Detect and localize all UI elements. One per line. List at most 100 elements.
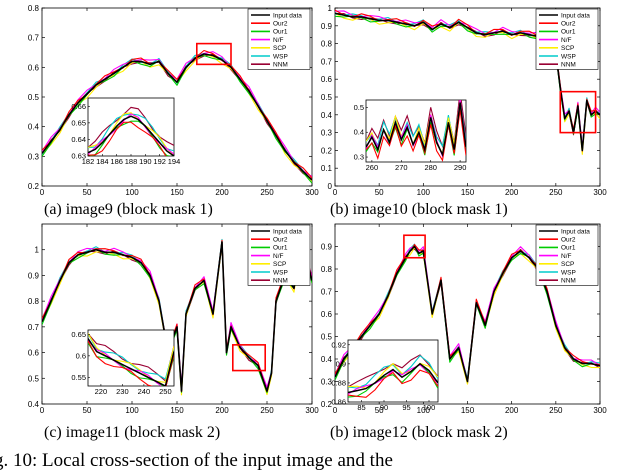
panel-caption: (a) image9 (block mask 1) [44,201,213,218]
inset-y-tick-label: 0.9 [336,359,346,368]
legend-label: WSP [273,53,288,60]
y-tick-label: 0.4 [321,355,333,364]
y-tick-label: 0.8 [28,4,40,13]
y-tick-label: 1 [328,4,333,13]
legend-label: NNM [561,62,576,69]
x-tick-label: 0 [333,406,338,415]
inset-x-tick-label: 100 [423,403,436,412]
y-tick-label: 0.7 [321,288,333,297]
y-tick-label: 0.9 [321,243,333,252]
inset-series-line [89,120,172,156]
inset-series-line [88,340,174,386]
x-tick-label: 100 [125,188,139,197]
series-line-input-data [42,53,312,181]
zoom-inset: 220 230 240 250 0.55 0.6 0.65 [71,329,175,396]
inset-series-line [88,339,174,386]
series-lines [335,9,600,155]
panel-caption: (b) image10 (block mask 1) [330,201,508,218]
legend-label: NNM [273,62,288,69]
inset-y-tick-label: 0.86 [331,398,346,407]
y-tick-label: 0.6 [28,63,40,72]
legend-label: Input data [273,12,302,19]
inset-series-line [88,121,167,156]
legend-label: Our2 [273,237,288,244]
legend-label: Our2 [561,237,576,244]
y-tick-label: 0.5 [321,93,333,102]
legend-label: N/F [273,37,284,44]
y-tick-label: 0.9 [28,271,40,280]
y-tick-label: 0.5 [321,333,333,342]
y-tick-label: 0.6 [321,75,333,84]
y-tick-label: 0.7 [321,57,333,66]
inset-y-tick-label: 0.92 [331,340,346,349]
zoom-inset: 182 184 186 188 190 192 194 0.63 0.64 0.65 0.66 [71,97,180,166]
inset-x-tick-label: 85 [357,403,365,412]
y-tick-label: 0.4 [28,400,40,409]
y-tick-label: 0.3 [28,152,40,161]
zoom-inset: 260 270 280 290 0.3 0.4 0.5 [354,99,467,172]
zoom-highlight-box [559,90,597,134]
inset-series-line [366,102,466,158]
legend-label: WSP [561,269,576,276]
y-tick-label: 0.8 [321,40,333,49]
x-tick-label: 250 [549,188,563,197]
y-tick-label: 0.4 [28,123,40,132]
x-tick-label: 250 [260,406,274,415]
x-tick-label: 0 [40,406,45,415]
series-lines [42,225,312,396]
y-tick-label: 0.5 [28,93,40,102]
inset-x-tick-label: 230 [116,387,129,396]
inset-x-tick-label: 290 [454,163,467,172]
x-tick-label: 50 [375,406,384,415]
inset-x-tick-label: 190 [139,157,152,166]
series-line-input-data [335,245,600,383]
legend-label: Our2 [561,21,576,28]
x-tick-label: 300 [305,406,319,415]
inset-series-lines [348,354,438,398]
legend-label: Our1 [561,29,576,36]
inset-y-tick-label: 0.6 [76,351,86,360]
inset-x-tick-label: 280 [424,163,437,172]
x-tick-label: 50 [375,188,384,197]
inset-x-tick-label: 220 [95,387,108,396]
inset-x-tick-label: 250 [159,387,172,396]
x-tick-label: 300 [593,406,607,415]
inset-x-tick-label: 260 [366,163,379,172]
legend-label: SCP [561,261,574,268]
zoom-highlight-box [403,234,426,259]
y-tick-label: 0.8 [321,265,333,274]
inset-x-tick-label: 270 [395,163,408,172]
inset-series-lines [88,333,174,386]
inset-x-tick-label: 182 [82,157,95,166]
inset-series-line [88,115,174,156]
chart-panel-4: 0 50 100 150 200 250 300 0.2 0.3 0.4 0.5 0.6 0.7 0.8 0… [321,223,607,441]
x-tick-label: 0 [333,188,338,197]
inset-x-tick-label: 188 [125,157,138,166]
y-tick-label: 0.3 [321,129,333,138]
inset-y-tick-label: 0.66 [71,102,86,111]
y-tick-label: 0.7 [28,34,40,43]
x-tick-label: 100 [125,406,139,415]
legend-label: Our1 [561,245,576,252]
inset-x-tick-label: 240 [138,387,151,396]
y-tick-label: 0.9 [321,22,333,31]
y-tick-label: 1 [35,246,40,255]
inset-y-tick-label: 0.5 [354,103,364,112]
series-lines [335,243,600,385]
x-tick-label: 250 [549,406,563,415]
inset-x-tick-label: 95 [402,403,410,412]
legend-label: NNM [561,278,576,285]
x-tick-label: 200 [505,188,519,197]
legend-label: Our2 [273,21,288,28]
legend-label: SCP [273,45,286,52]
series-line-n-f [335,245,600,382]
legend-label: N/F [561,253,572,260]
y-tick-label: 0.2 [321,146,333,155]
chart-panel-1: 0 50 100 150 200 250 300 0.2 0.3 0.4 0.5 0.6 0.7 0.8 I… [28,4,319,218]
y-tick-label: 0.7 [28,323,40,332]
inset-series-line [88,338,174,386]
legend-label: Input data [273,228,302,235]
inset-x-tick-label: 90 [380,403,388,412]
